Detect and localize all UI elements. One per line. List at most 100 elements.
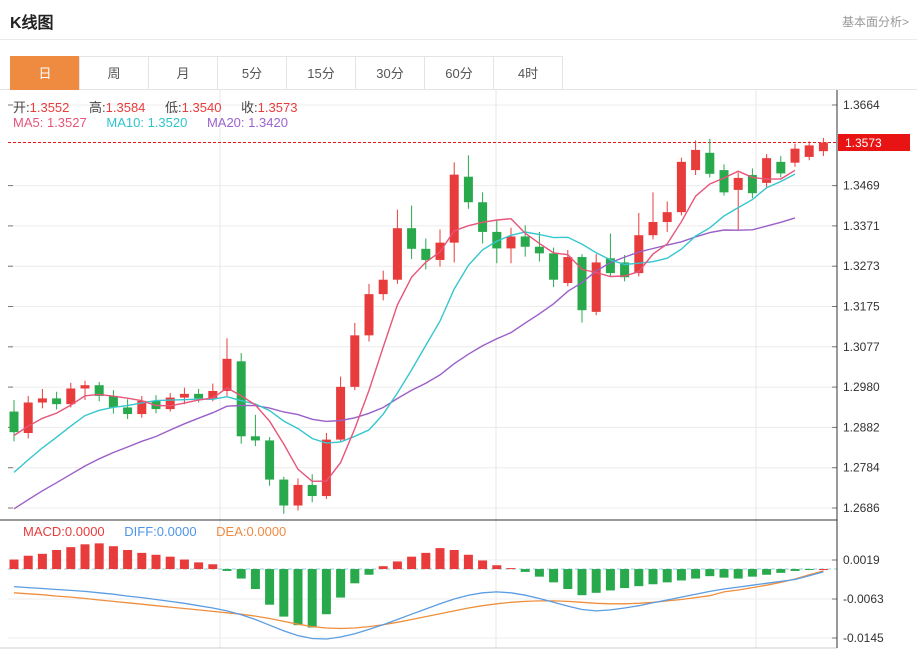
macd-bar [492, 565, 502, 570]
candle [94, 381, 104, 402]
candle-body [9, 411, 19, 433]
macd-bar [194, 562, 204, 570]
candle [790, 143, 800, 167]
candle [648, 192, 658, 240]
ma-readout: MA5: 1.3527 MA10: 1.3520 MA20: 1.3420 [13, 115, 304, 130]
fundamental-analysis-link[interactable]: 基本面分析> [841, 15, 909, 29]
candle [449, 162, 459, 263]
macd-bar [691, 569, 701, 579]
candle [378, 270, 388, 301]
period-tabs: 日周月 5分 15分 30分 60分 4时 [10, 56, 563, 90]
macd-bar [336, 569, 346, 598]
candle-body [478, 202, 488, 232]
candle-body [137, 400, 147, 415]
macd-bar [80, 544, 90, 570]
ma10-value: 1.3520 [147, 115, 188, 130]
candle [364, 283, 374, 342]
price-badge-bg [838, 133, 910, 151]
price-badge-value: 1.3573 [845, 136, 882, 150]
price-axis-label: 1.2784 [843, 461, 880, 475]
candle [123, 399, 133, 419]
macd-bar [648, 569, 658, 585]
tab-week[interactable]: 周 [79, 56, 149, 90]
ma10-line [13, 173, 796, 473]
candle [350, 322, 360, 391]
kline-chart-canvas[interactable]: 1.3664 1.3469 1.3371 1.3273 1.3175 1.3077 1.29… [0, 90, 917, 649]
macd-bar [520, 569, 530, 572]
candle [733, 172, 743, 230]
macd-bar [52, 550, 62, 570]
macd-bar [605, 569, 615, 591]
ohlc-readout: 开:1.3552 高:1.3584 低:1.3540 收:1.3573 [13, 97, 313, 116]
ma5-line [13, 169, 796, 483]
price-axis-label: 1.3273 [843, 259, 880, 273]
ma5-readout: MA5: 1.3527 [13, 115, 87, 130]
candle-body [762, 158, 772, 183]
candle-body [691, 149, 701, 171]
macd-bar [719, 569, 729, 578]
macd-bar [151, 554, 161, 570]
price-axis-label: 1.3469 [843, 179, 880, 193]
candle-body [563, 257, 573, 284]
tab-4hour[interactable]: 4时 [493, 56, 563, 90]
candle [762, 154, 772, 188]
dea-value-readout: DEA:0.0000 [216, 524, 286, 539]
candle [818, 137, 828, 157]
macd-bar [279, 569, 289, 617]
candle-body [662, 212, 672, 223]
candle-body [733, 177, 743, 190]
macd-readout: MACD:0.0000 DIFF:0.0000 DEA:0.0000 [23, 524, 302, 539]
candle [705, 138, 715, 178]
candle-body [37, 398, 47, 403]
tab-5min[interactable]: 5分 [217, 56, 287, 90]
macd-bar [307, 569, 317, 628]
candle-body [265, 440, 275, 480]
candle-body [492, 231, 502, 249]
macd-bar [463, 554, 473, 570]
macd-axis-label: -0.0145 [843, 631, 884, 645]
ma10-label: MA10: [106, 115, 144, 130]
candle-body [577, 257, 587, 311]
macd-bar [790, 569, 800, 571]
candle [165, 393, 175, 412]
macd-bar [392, 561, 402, 570]
macd-bar [250, 569, 260, 590]
macd-bar [804, 569, 814, 571]
macd-bar [435, 548, 445, 570]
macd-axis-label: -0.0063 [843, 592, 884, 606]
price-grid [8, 90, 837, 648]
tab-month[interactable]: 月 [148, 56, 218, 90]
macd-bar [776, 569, 786, 573]
tab-15min[interactable]: 15分 [286, 56, 356, 90]
candle-body [293, 484, 303, 506]
candle-body [747, 175, 757, 194]
macd-bar [236, 569, 246, 579]
candle-body [605, 258, 615, 274]
tab-60min[interactable]: 60分 [424, 56, 494, 90]
candle-body [250, 436, 260, 441]
price-axis-labels: 1.3664 1.3469 1.3371 1.3273 1.3175 1.3077 1.29… [843, 98, 880, 515]
diff-value-readout: DIFF:0.0000 [124, 524, 196, 539]
macd-label: MACD: [23, 524, 65, 539]
price-axis-label: 1.3371 [843, 219, 880, 233]
candle [591, 254, 601, 316]
macd-bar [591, 569, 601, 593]
candle [478, 192, 488, 244]
candle-body [222, 358, 232, 391]
macd-bar [378, 566, 388, 570]
macd-bar [705, 569, 715, 577]
macd-axis-label: 0.0019 [843, 553, 880, 567]
high-readout: 高:1.3584 [89, 100, 145, 115]
macd-bar [449, 550, 459, 570]
macd-bar [364, 569, 374, 575]
candle-body [52, 398, 62, 405]
price-axis-label: 1.3175 [843, 300, 880, 314]
macd-bar [321, 569, 331, 615]
tab-day[interactable]: 日 [10, 56, 80, 90]
low-value: 1.3540 [181, 100, 222, 115]
tab-30min[interactable]: 30分 [355, 56, 425, 90]
macd-bar [37, 553, 47, 570]
price-axis-label: 1.3077 [843, 340, 880, 354]
candle-body [123, 407, 133, 415]
candle [676, 157, 686, 216]
